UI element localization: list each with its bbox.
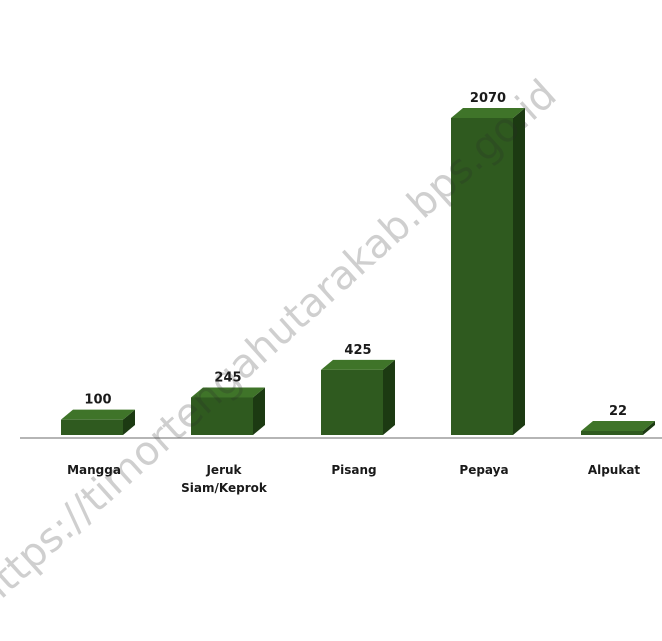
bar-top [321, 359, 395, 370]
bar-4 [451, 108, 525, 435]
bar-top [191, 387, 265, 398]
value-label: 22 [609, 404, 627, 419]
bar-side [643, 421, 655, 435]
bar-top [451, 108, 525, 118]
bar-front [61, 419, 123, 435]
category-label: Jeruk [205, 463, 242, 477]
bar-side [123, 409, 135, 435]
category-label: Mangga [67, 463, 121, 477]
bar-2 [191, 387, 265, 435]
category-label: Pepaya [459, 463, 508, 477]
value-label: 245 [214, 370, 241, 385]
value-label: 100 [84, 393, 111, 408]
category-label: Pisang [331, 463, 376, 477]
bar-front [321, 369, 383, 435]
bar-top [61, 409, 135, 420]
bar-front [581, 431, 643, 435]
value-label: 2070 [470, 91, 506, 106]
bar-front [451, 118, 513, 435]
category-label: Alpukat [588, 463, 641, 477]
bar-side [253, 387, 265, 435]
bar-side [383, 359, 395, 435]
bar-1 [61, 409, 135, 435]
bar-side [513, 108, 525, 435]
value-label: 425 [344, 343, 371, 358]
bar-5 [581, 421, 655, 435]
bar-top [581, 421, 655, 431]
category-label: Siam/Keprok [181, 481, 268, 495]
bar-3 [321, 359, 395, 435]
bar-front [191, 397, 253, 435]
